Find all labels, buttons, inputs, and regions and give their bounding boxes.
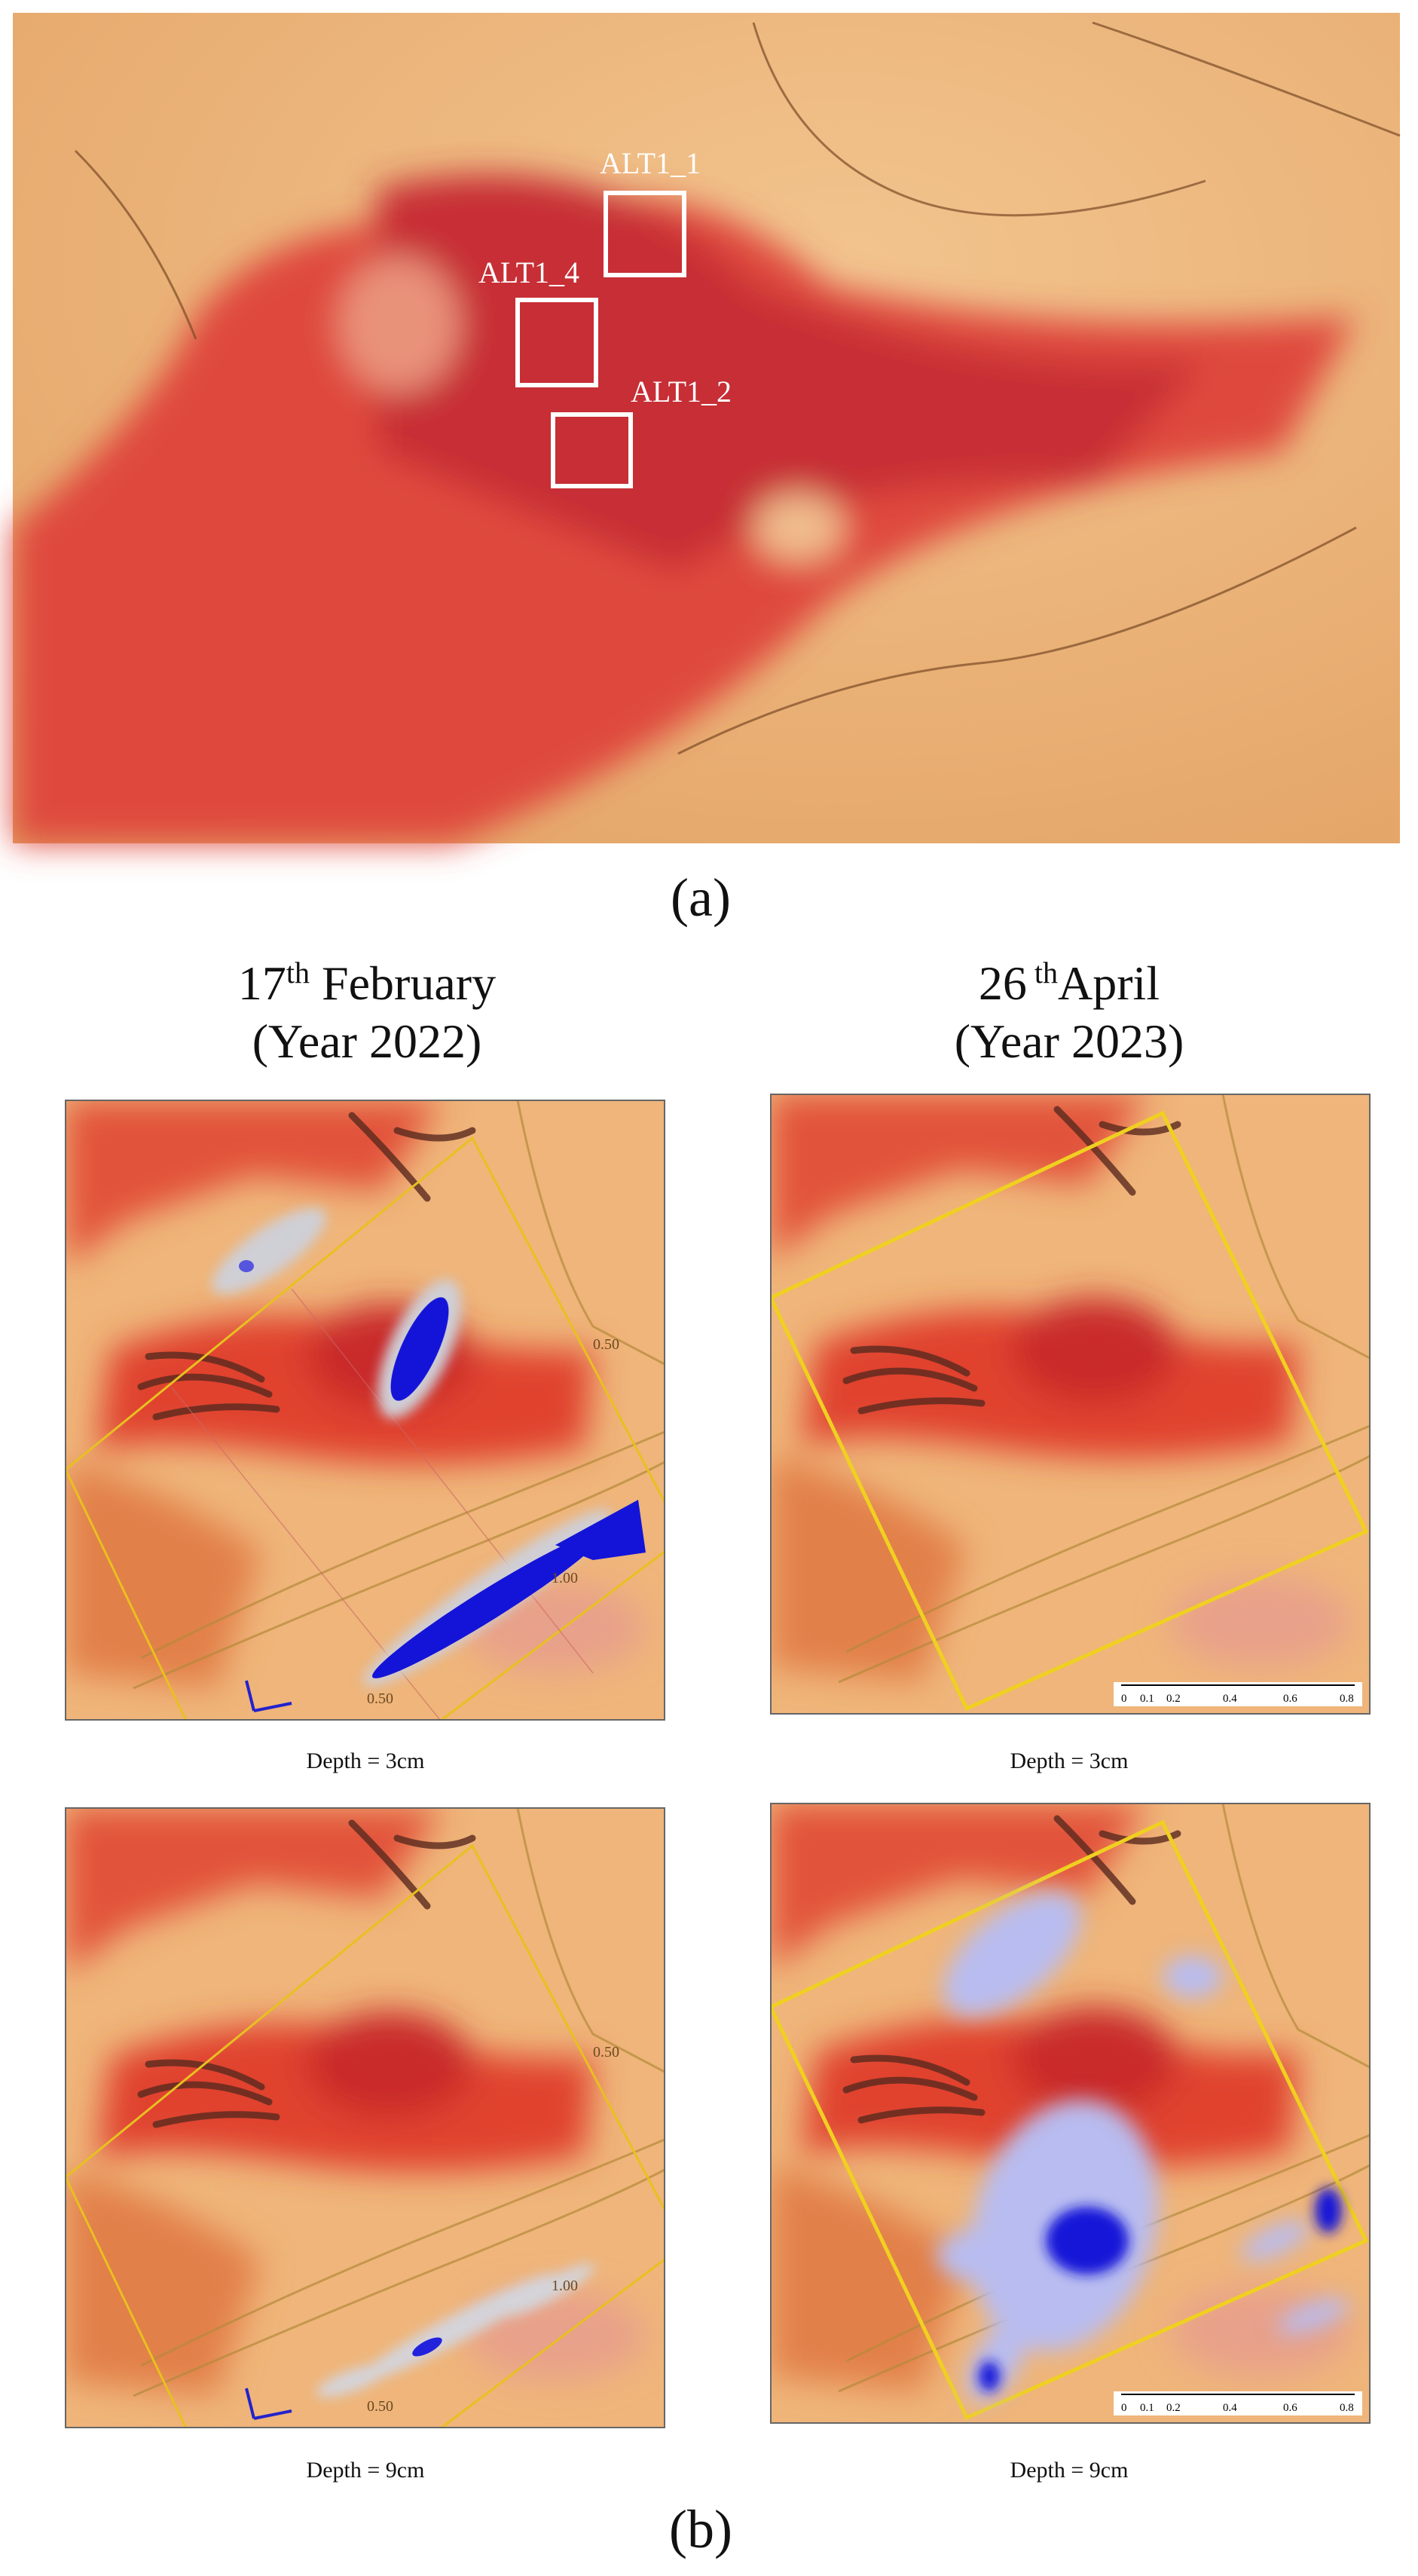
column-year: (Year 2022) (252, 1014, 482, 1068)
scale-label: 0.6 (1283, 2402, 1297, 2414)
scale-label: 0.2 (1166, 1693, 1181, 1705)
suffix: th (1027, 956, 1058, 990)
scale-labels: 0 0.1 0.2 0.4 0.6 0.8 (1121, 1693, 1354, 1705)
image-caption: Depth = 9cm (1010, 2458, 1129, 2483)
scale-label: 0.1 (1140, 2402, 1154, 2414)
image-caption: Depth = 3cm (307, 1748, 425, 1773)
grid-label: 0.50 (367, 1690, 393, 1707)
gpr-image: 0 0.1 0.2 0.4 0.6 0.8 (770, 1803, 1371, 2424)
caption-b: (b) (669, 2499, 732, 2559)
scale-labels: 0 0.1 0.2 0.4 0.6 0.8 (1121, 2402, 1354, 2414)
gpr-image: 0 0.1 0.2 0.4 0.6 0.8 (770, 1094, 1371, 1715)
grid-label: 1.00 (552, 2278, 578, 2294)
box-label: ALT1_1 (600, 146, 701, 180)
suffix: th (286, 956, 310, 990)
scale-label: 0.6 (1283, 1693, 1297, 1705)
image-caption: Depth = 3cm (1010, 1748, 1129, 1773)
photo-a: ALT1_1 ALT1_4 ALT1_2 (13, 13, 1401, 843)
scale-label: 0.1 (1140, 1693, 1154, 1705)
grid-label: 0.50 (367, 2398, 393, 2415)
column-date: 26 thApril (979, 956, 1160, 1010)
month: April (1058, 956, 1160, 1010)
gpr-image: 0.50 1.00 0.50 (65, 1807, 665, 2428)
grid-label: 0.50 (593, 2044, 619, 2060)
caption-a: (a) (671, 867, 731, 928)
date: 26 (979, 956, 1027, 1010)
scale-label: 0.4 (1223, 1693, 1237, 1705)
scale-label: 0.2 (1166, 2402, 1181, 2414)
month: February (310, 956, 496, 1010)
gpr-image: 0.50 1.00 0.50 (65, 1100, 665, 1721)
box-label: ALT1_2 (631, 375, 732, 408)
image-caption: Depth = 9cm (307, 2458, 425, 2483)
box-label: ALT1_4 (478, 255, 579, 289)
grid-label: 1.00 (552, 1570, 578, 1586)
date: 17 (238, 956, 286, 1010)
grid-label: 0.50 (593, 1336, 619, 1353)
scale-label: 0.8 (1340, 2402, 1354, 2414)
column-year: (Year 2023) (955, 1014, 1184, 1068)
column-date: 17th February (238, 956, 496, 1010)
scale-label: 0 (1121, 1693, 1127, 1705)
scale-label: 0 (1121, 2402, 1127, 2414)
scale-label: 0.4 (1223, 2402, 1237, 2414)
scale-label: 0.8 (1340, 1693, 1354, 1705)
